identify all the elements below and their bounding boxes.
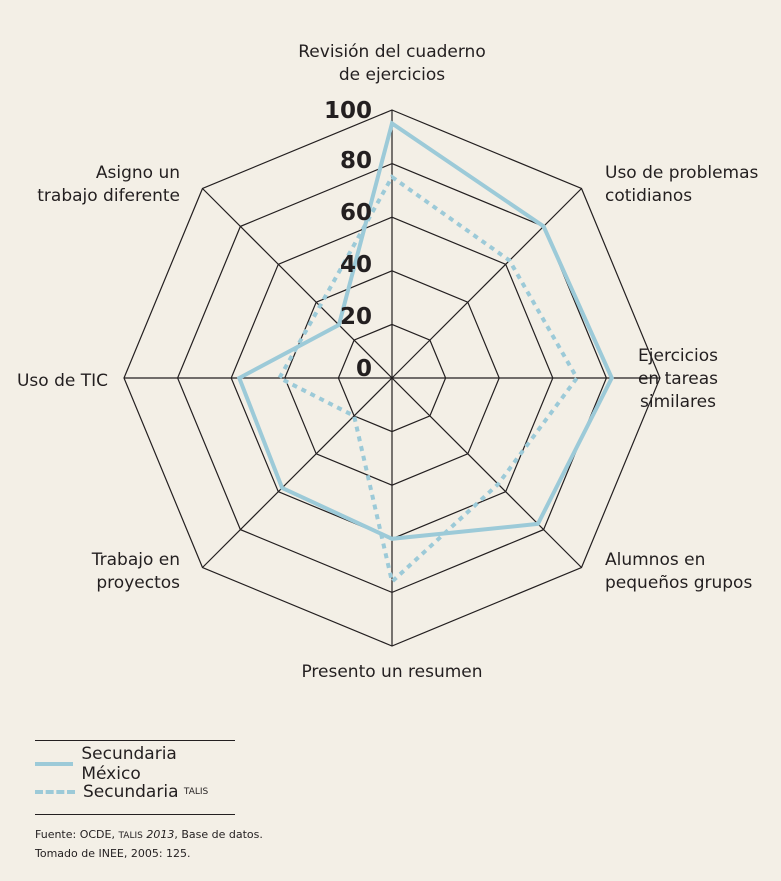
axis-label-1: Uso de problemas cotidianos (605, 163, 759, 206)
axis-label-line: Ejercicios (638, 346, 718, 366)
source-line-2: Tomado de INEE, 2005: 125. (35, 847, 191, 860)
axis-label-line: pequeños grupos (605, 573, 752, 593)
series-line-mexico (236, 120, 614, 541)
grid-spoke-1 (391, 188, 582, 379)
axis-label-4: Presento un resumen (301, 662, 482, 682)
axis-label-line: Asigno un (96, 163, 180, 183)
series-line-talis (276, 174, 580, 586)
radar-chart: 0 20 40 60 80 100 Revisión del cuaderno de ejer… (17, 42, 759, 682)
grid-spoke-7 (202, 188, 393, 379)
solid-line-swatch (35, 762, 74, 766)
axis-label-7: Asigno un trabajo diferente (37, 163, 180, 206)
axis-label-line: Uso de TIC (17, 371, 108, 391)
source-talis: TALIS (118, 831, 143, 841)
axis-label-line: cotidianos (605, 186, 692, 206)
axis-label-line: de ejercicios (339, 65, 445, 85)
axis-label-line: Alumnos en (605, 550, 705, 570)
tick-label-100: 100 (324, 98, 372, 124)
axis-label-2: Ejercicios en tareas similares (638, 346, 718, 412)
axis-label-line: trabajo diferente (37, 186, 180, 206)
tick-label-0: 0 (356, 356, 372, 382)
axis-label-3: Alumnos en pequeños grupos (605, 550, 752, 593)
legend-label-talis-prefix: Secundaria (83, 782, 179, 802)
axis-label-line: Trabajo en (91, 550, 180, 570)
tick-label-80: 80 (340, 148, 372, 174)
tick-label-60: 60 (340, 200, 372, 226)
axis-label-line: Presento un resumen (301, 662, 482, 682)
legend-label-mexico: Secundaria México (81, 744, 177, 784)
axis-label-line: en tareas (638, 369, 718, 389)
axis-label-line: Revisión del cuaderno (298, 42, 485, 62)
dashed-line-swatch (35, 790, 75, 794)
axis-label-5: Trabajo en proyectos (91, 550, 180, 593)
axis-label-0: Revisión del cuaderno de ejercicios (298, 42, 485, 85)
legend-label-talis-sc: TALIS (183, 787, 209, 797)
axis-label-6: Uso de TIC (17, 371, 108, 391)
legend-item-talis: Secundaria TALIS (35, 778, 235, 806)
source-prefix: Fuente: OCDE, (35, 828, 115, 841)
legend-item-mexico: Secundaria México (35, 744, 235, 784)
tick-label-20: 20 (340, 304, 372, 330)
source-line-1: Fuente: OCDE, TALIS 2013, Base de datos. (35, 826, 263, 845)
source-note: Fuente: OCDE, TALIS 2013, Base de datos.… (35, 826, 263, 863)
source-suffix: , Base de datos. (174, 828, 263, 841)
axis-label-line: similares (640, 392, 716, 412)
grid-spoke-3 (391, 377, 582, 568)
source-year: 2013 (146, 828, 175, 841)
grid-spoke-5 (202, 377, 393, 568)
axis-label-line: Uso de problemas (605, 163, 759, 183)
axis-label-line: proyectos (96, 573, 180, 593)
tick-label-40: 40 (340, 252, 372, 278)
legend: Secundaria México Secundaria TALIS (35, 740, 235, 815)
